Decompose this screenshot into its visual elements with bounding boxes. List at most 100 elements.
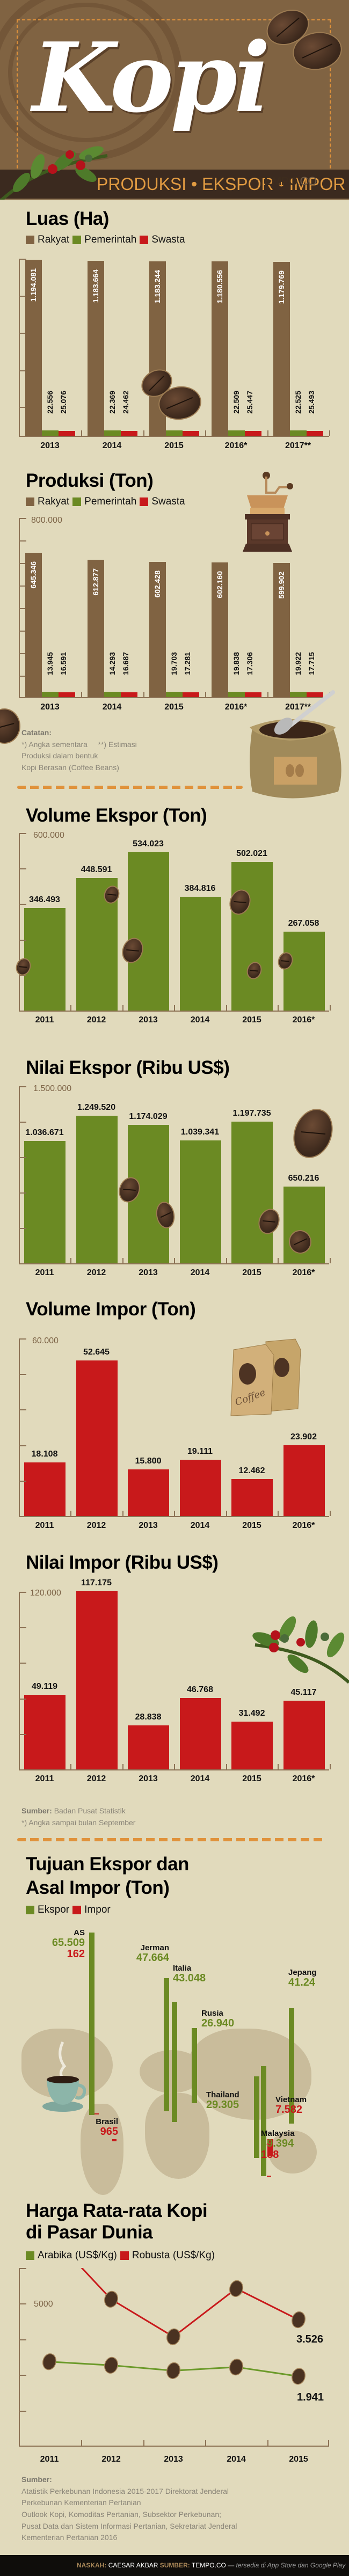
bar: [76, 1591, 118, 1769]
value-label: 650.216: [288, 1173, 319, 1183]
robusta-end-label: 3.526: [296, 2333, 324, 2345]
x-axis-year: 2016*: [292, 1521, 315, 1530]
bar-rakyat: [273, 261, 290, 436]
y-axis: [19, 1338, 20, 1517]
bar-rakyat: [211, 261, 228, 436]
bar-impor-as: [94, 2113, 99, 2114]
x-axis-year: 2013: [164, 2455, 183, 2464]
x-axis-year: 2011: [35, 1774, 54, 1783]
y-axis: [19, 1086, 20, 1264]
x-tick: [205, 2440, 206, 2446]
country-label-jerman: Jerman 47.664: [136, 1943, 169, 1964]
volume-impor-title: Volume Impor (Ton): [26, 1299, 196, 1320]
value-label: 23.902: [290, 1432, 317, 1442]
tujuan-legend: Ekspor Impor: [26, 1904, 111, 1916]
x-axis-year: 2012: [86, 1521, 106, 1530]
y-tick: [19, 1663, 26, 1664]
x-axis: [19, 1516, 329, 1517]
bar: [179, 1140, 221, 1263]
credit-label: SUMBER:: [159, 2562, 190, 2569]
legend-swatch-robusta: [120, 2251, 129, 2260]
bar: [179, 896, 221, 1011]
section-divider: [17, 1838, 323, 1841]
bar: [179, 1698, 221, 1769]
value-label: 31.492: [238, 1708, 265, 1718]
x-tick: [267, 692, 268, 697]
value-label-swasta: 25.493: [307, 391, 316, 414]
bar-rakyat: [87, 560, 104, 697]
bar-impor-brasil: [112, 2139, 117, 2141]
value-label-pemerintah: 19.703: [170, 652, 178, 675]
y-axis-max-label: 120.000: [30, 1589, 61, 1598]
bar-pemerintah: [166, 692, 183, 697]
value-label: 49.119: [31, 1681, 58, 1691]
bar-swasta: [244, 431, 261, 436]
note-line: **) Estimasi: [98, 740, 137, 749]
value-label: 19.111: [187, 1446, 213, 1456]
x-axis-year: 2015: [242, 1268, 261, 1277]
legend-label: Pemerintah: [84, 496, 137, 507]
value-label-swasta: 16.591: [59, 652, 68, 675]
value-label: 448.591: [81, 865, 112, 874]
value-label: 267.058: [288, 918, 319, 928]
source-note: *) Angka sampai bulan September: [21, 1818, 136, 1827]
coffee-ring-stain-inner: [8, 3, 164, 142]
x-tick: [70, 1764, 71, 1769]
value-label-pemerintah: 22.556: [46, 391, 54, 414]
bar-pemerintah: [42, 430, 59, 436]
y-tick: [19, 333, 26, 334]
bar-impor-vietnam: [267, 2139, 273, 2156]
bar-ekspor-malaysia: [261, 2066, 266, 2176]
value-label-swasta: 24.462: [121, 391, 130, 414]
x-axis-year: 2013: [139, 1774, 158, 1783]
legend-swatch-ekspor: [26, 1906, 34, 1914]
bar-swasta: [307, 431, 323, 436]
arabika-end-label: 1.941: [297, 2391, 324, 2403]
luas-legend: Rakyat Pemerintah Swasta: [26, 234, 185, 246]
value-label-pemerintah: 14.293: [107, 652, 117, 675]
x-tick: [143, 430, 144, 436]
coffee-bean-marker: [104, 2357, 118, 2374]
x-axis-year: 2011: [40, 2455, 59, 2464]
x-axis-year: 2015: [242, 1774, 261, 1783]
value-label: 384.816: [184, 883, 216, 893]
section-divider: [17, 786, 243, 789]
bar: [283, 931, 325, 1011]
y-tick: [19, 1338, 26, 1340]
bar: [231, 862, 273, 1011]
produksi-chart: 800.000 645.346 13.945 16.591 2013 612.877 14…: [0, 516, 349, 712]
x-tick: [329, 1005, 331, 1011]
x-axis-year: 2014: [190, 1774, 210, 1783]
value-label: 45.117: [290, 1688, 317, 1697]
coffee-bean-marker: [166, 2328, 180, 2345]
value-label: 1.036.671: [25, 1128, 64, 1137]
y-axis-max-label: 1.500.000: [33, 1084, 72, 1093]
y-tick: [19, 1228, 26, 1229]
y-tick: [19, 1627, 26, 1629]
map-south-america: [81, 2104, 123, 2195]
x-tick: [329, 1764, 331, 1769]
coffee-bean-marker: [42, 2353, 56, 2370]
x-tick: [174, 1258, 175, 1263]
x-tick: [81, 2440, 82, 2446]
price-lines: [42, 2268, 306, 2385]
x-tick: [267, 430, 268, 436]
header-banner: PRODUKSI • EKSPOR • IMPOR • Kopi: [0, 0, 349, 200]
bar-pemerintah: [104, 692, 121, 697]
value-label-rakyat: 612.877: [91, 568, 100, 596]
catatan-notes: Catatan: *) Angka sementara **) Estimasi…: [21, 727, 215, 774]
bar-pemerintah: [290, 430, 307, 436]
country-label-malaysia: Malaysia 39.394 188: [261, 2129, 295, 2161]
bar-rakyat: [25, 552, 42, 697]
bar: [128, 1725, 169, 1769]
x-axis-year: 2014: [227, 2455, 246, 2464]
credit-source: TEMPO.CO —: [191, 2562, 235, 2569]
x-axis-year: 2015: [242, 1521, 261, 1530]
x-axis: [19, 697, 329, 698]
value-label-pemerintah: 22.525: [294, 391, 302, 414]
x-tick: [278, 1258, 279, 1263]
legend-label: Rakyat: [38, 234, 70, 245]
source-line: Pusat Data dan Sistem Informasi Pertania…: [21, 2521, 237, 2530]
coffee-sack-icon: [250, 690, 341, 799]
bar-pemerintah: [228, 430, 245, 436]
